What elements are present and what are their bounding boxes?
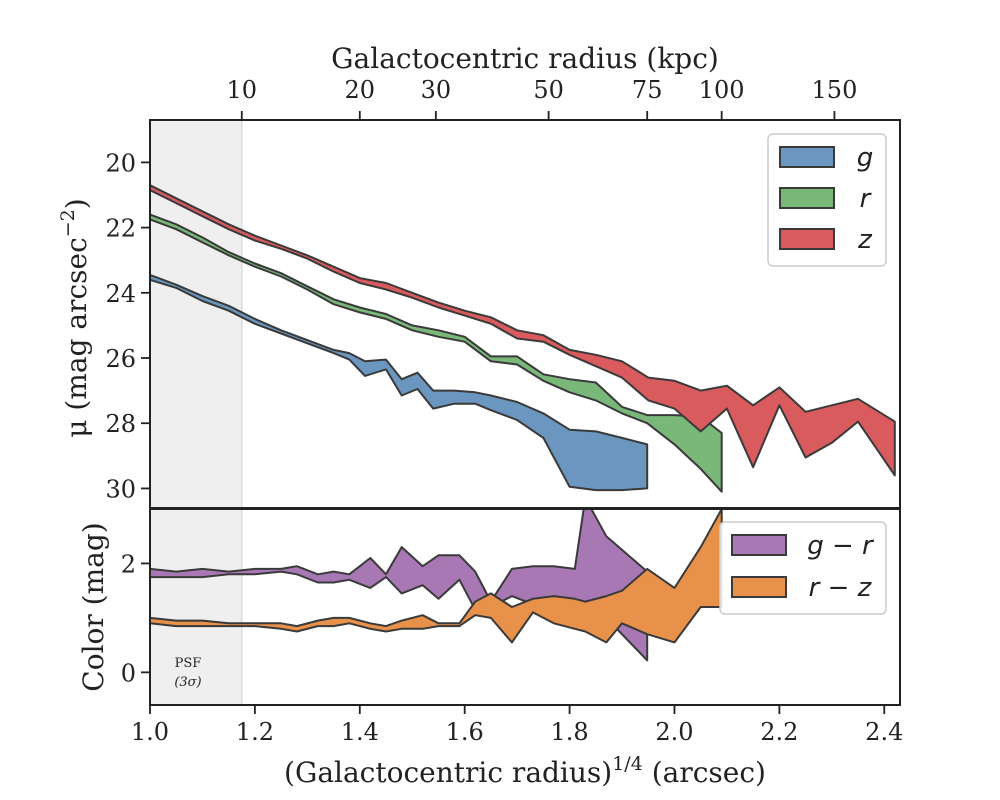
x-tick-label: 2.0	[655, 718, 693, 746]
top-legend: grz	[767, 133, 887, 267]
y-tick-label: 22	[105, 215, 136, 243]
y-tick-label: 2	[121, 550, 136, 578]
bottom-y-axis-label: Color (mag)	[77, 522, 110, 691]
legend-label: r	[860, 184, 873, 214]
series-band-g	[150, 273, 649, 492]
legend-swatch	[779, 146, 835, 168]
series-band-g-r	[150, 509, 649, 662]
top-x-tick-label: 30	[421, 76, 452, 104]
legend-swatch	[779, 228, 835, 250]
psf-label: PSF	[175, 656, 202, 671]
bottom-x-axis-label-end: (arcsec)	[643, 756, 766, 789]
top-y-axis-label-sup: −2	[57, 209, 79, 237]
x-tick-label: 1.2	[236, 718, 274, 746]
y-tick-label: 24	[105, 280, 136, 308]
psf-sublabel: (3σ)	[174, 675, 201, 690]
psf-region	[150, 120, 243, 705]
top-y-axis-label-end: )	[60, 198, 93, 209]
y-tick-label: 30	[105, 475, 136, 503]
legend-label: g	[857, 143, 874, 173]
legend-swatch	[731, 534, 787, 556]
series-band-r	[150, 213, 723, 493]
bottom-legend: g − r r − z	[719, 521, 887, 615]
bottom-x-axis-label-base: (Galactocentric radius)	[284, 756, 612, 789]
top-x-tick-label: 10	[227, 76, 258, 104]
y-tick-label: 28	[105, 410, 136, 438]
top-x-tick-label: 20	[345, 76, 376, 104]
psf-shade-top	[150, 120, 242, 508]
top-y-axis-label: μ (mag arcsec−2)	[57, 198, 93, 437]
x-tick-label: 1.8	[550, 718, 588, 746]
top-x-tick-label: 50	[533, 76, 564, 104]
top-y-axis-label-base: μ (mag arcsec	[60, 237, 93, 437]
top-panel-plot-area	[150, 184, 896, 493]
legend-swatch	[779, 187, 835, 209]
y-tick-label: 0	[121, 659, 136, 687]
ticks: 20 22 24 26 28 30 10 20 30 50 75 100 150 0 2 1.0 1.2 1.4 1…	[105, 76, 903, 746]
bottom-x-axis-label: (Galactocentric radius)1/4 (arcsec)	[284, 753, 766, 789]
x-tick-label: 2.4	[865, 718, 903, 746]
top-x-tick-label: 75	[632, 76, 663, 104]
top-x-tick-label: 150	[812, 76, 858, 104]
psf-shade-bottom	[150, 509, 242, 705]
y-tick-label: 20	[105, 149, 136, 177]
x-tick-label: 1.0	[131, 718, 169, 746]
legend-label: r − z	[809, 573, 873, 603]
legend-swatch	[731, 576, 787, 598]
bottom-panel-frame	[149, 508, 901, 706]
x-tick-label: 2.2	[760, 718, 798, 746]
bottom-x-axis-label-sup: 1/4	[612, 753, 643, 775]
legend-label: g − r	[807, 531, 875, 561]
legend-label: z	[857, 225, 873, 255]
x-tick-label: 1.4	[341, 718, 379, 746]
y-tick-label: 26	[105, 345, 136, 373]
top-x-axis-label: Galactocentric radius (kpc)	[331, 42, 719, 75]
series-band-z	[150, 184, 896, 477]
x-tick-label: 1.6	[446, 718, 484, 746]
top-x-tick-label: 100	[699, 76, 745, 104]
